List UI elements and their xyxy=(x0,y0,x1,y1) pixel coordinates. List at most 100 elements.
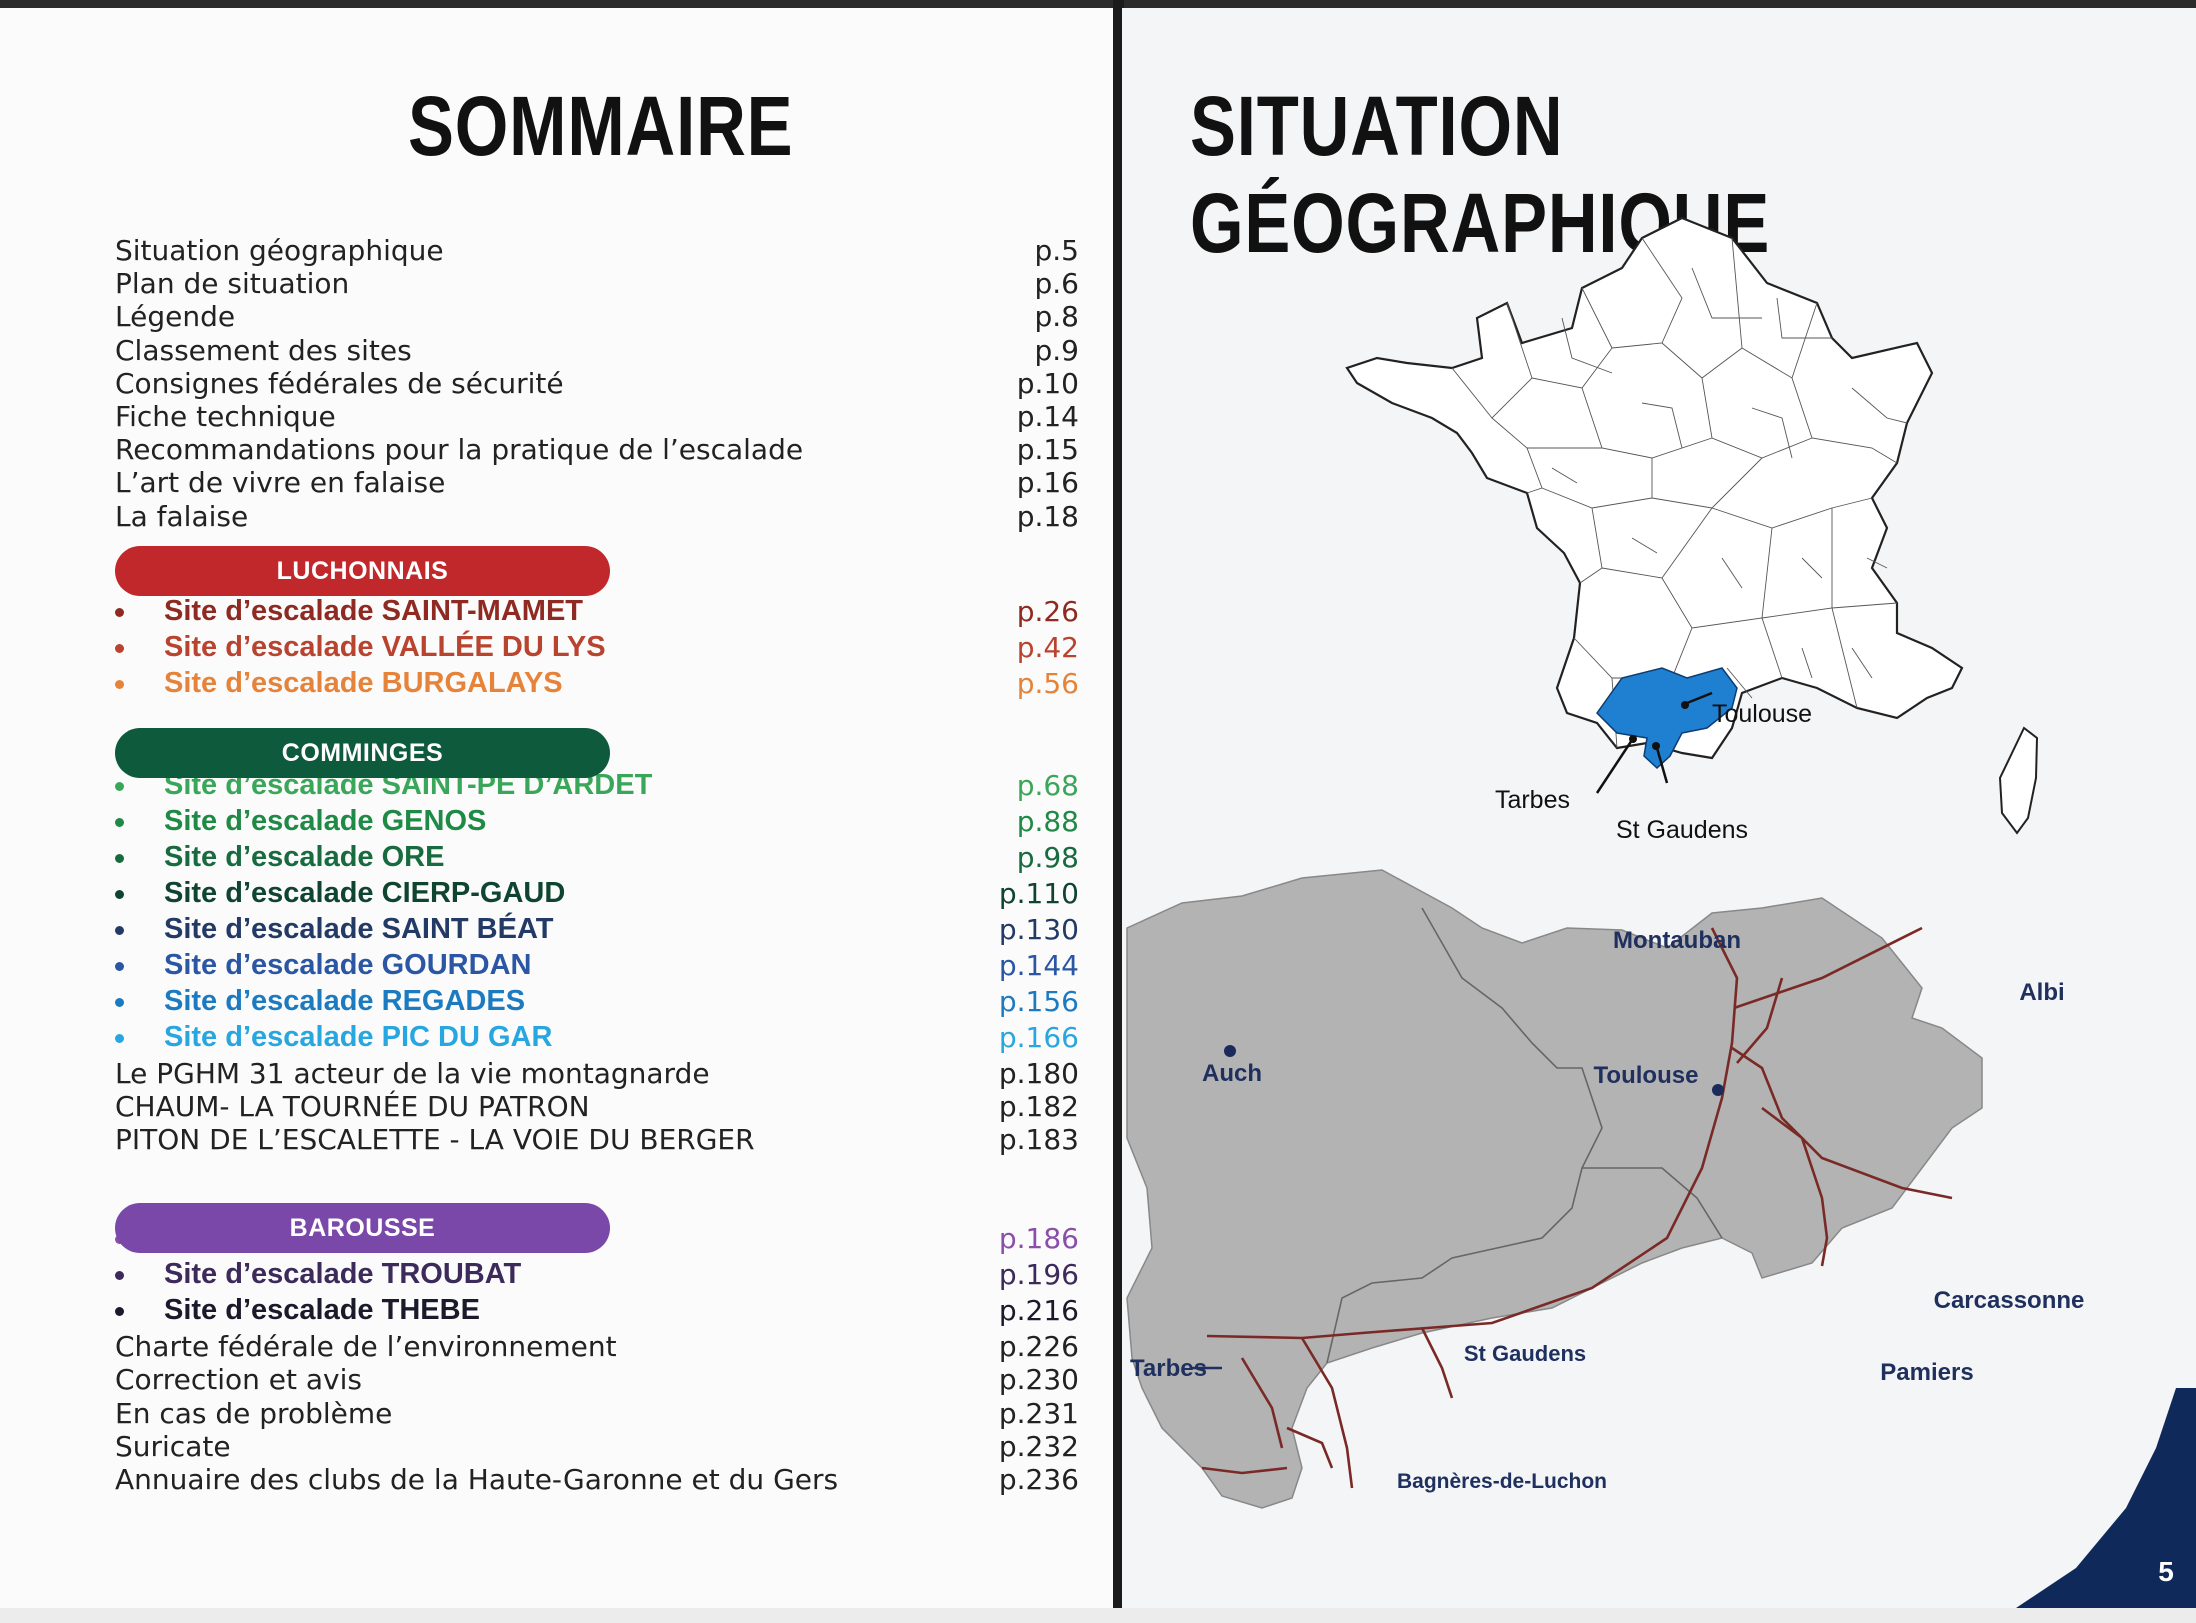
toc-site-page: p.42 xyxy=(1016,630,1079,664)
toc-entry: Situation géographique p.5 xyxy=(115,234,1079,267)
toc-entry: La falaise p.18 xyxy=(115,500,1079,533)
bullet-icon xyxy=(115,925,124,935)
toc-entry: En cas de problème p.231 xyxy=(115,1397,1079,1430)
section-header-comminges: COMMINGES xyxy=(115,728,610,778)
toc-site-page: p.186 xyxy=(998,1222,1079,1256)
toc-site-page: p.196 xyxy=(998,1258,1079,1292)
toc-entry: Annuaire des clubs de la Haute-Garonne e… xyxy=(115,1463,1079,1496)
label-toulouse: Toulouse xyxy=(1712,700,1812,728)
label-montauban: Montauban xyxy=(1613,927,1741,954)
toc-site-page: p.216 xyxy=(998,1294,1079,1328)
toc-site-label: Site d’escalade PIC DU GAR xyxy=(164,1021,552,1054)
toc-entry-label: Correction et avis xyxy=(115,1363,362,1397)
toc-entry-page: p.15 xyxy=(1016,433,1079,467)
toc-site-label: Site d’escalade GENOS xyxy=(164,805,486,838)
site-prefix: Site d’escalade xyxy=(164,984,382,1017)
site-prefix: Site d’escalade xyxy=(164,666,382,699)
toc-entry-page: p.231 xyxy=(998,1396,1079,1430)
bullet-icon xyxy=(115,961,124,971)
label-st-gaudens: St Gaudens xyxy=(1616,816,1748,844)
toc-site-label: Site d’escalade CIERP-GAUD xyxy=(164,877,565,910)
site-name: GENOS xyxy=(381,804,487,837)
site-prefix: Site d’escalade xyxy=(164,876,382,909)
site-prefix: Site d’escalade xyxy=(164,1258,382,1291)
toc-site-page: p.56 xyxy=(1016,666,1079,700)
bullet-icon xyxy=(115,1307,124,1317)
roads xyxy=(1201,926,1953,1489)
toc-site-entry: Site d’escalade GOURDAN p.144 xyxy=(115,949,1079,985)
toc-entry-label: Fiche technique xyxy=(115,399,336,433)
toc-site-entry: Site d’escalade CIERP-GAUD p.110 xyxy=(115,877,1079,913)
toc-site-label: Site d’escalade THEBE xyxy=(164,1294,480,1327)
site-name: THEBE xyxy=(381,1294,480,1327)
region-shape xyxy=(1126,869,1983,1509)
toc-entry-label: Suricate xyxy=(115,1429,231,1463)
label-carcassonne: Carcassonne xyxy=(1934,1287,2085,1314)
toc-entry-page: p.182 xyxy=(998,1089,1079,1123)
book-spine xyxy=(1113,0,1124,1623)
toc-site-entry: Site d’escalade PIC DU GAR p.166 xyxy=(115,1021,1079,1057)
toc-entry-label: Le PGHM 31 acteur de la vie montagnarde xyxy=(115,1056,710,1090)
toc-site-page: p.130 xyxy=(998,912,1079,946)
toc-entry-page: p.9 xyxy=(1034,333,1080,367)
toc-site-page: p.144 xyxy=(998,948,1079,982)
toc-site-page: p.26 xyxy=(1016,594,1079,628)
toc-entry: Charte fédérale de l’environnement p.226 xyxy=(115,1330,1079,1363)
toc-site-entry: Site d’escalade SAINT-MAMET p.26 xyxy=(115,595,1079,631)
toc-entry-label: La falaise xyxy=(115,499,249,533)
toc-site-label: Site d’escalade BURGALAYS xyxy=(164,667,563,700)
bullet-icon xyxy=(115,1033,124,1043)
toc-entry-label: Situation géographique xyxy=(115,234,444,267)
internal-borders xyxy=(1326,907,1723,1364)
toc-entry: Consignes fédérales de sécurité p.10 xyxy=(115,367,1079,400)
toc-site-label: Site d’escalade REGADES xyxy=(164,985,525,1018)
toc-entry-page: p.236 xyxy=(998,1463,1079,1496)
toc-entry: Correction et avis p.230 xyxy=(115,1363,1079,1396)
bullet-icon xyxy=(115,997,124,1007)
site-name: CIERP-GAUD xyxy=(381,876,566,909)
left-page: SOMMAIRE Situation géographique p.5 Plan d… xyxy=(0,8,1115,1608)
toc-entry-label: Classement des sites xyxy=(115,333,412,367)
toc-site-page: p.98 xyxy=(1016,840,1079,874)
bullet-icon xyxy=(115,889,124,899)
right-page: SITUATION GÉOGRAPHIQUE xyxy=(1122,8,2196,1608)
bullet-icon xyxy=(115,607,124,617)
site-name: GOURDAN xyxy=(381,948,532,981)
site-prefix: Site d’escalade xyxy=(164,594,382,627)
toc-site-page: p.166 xyxy=(998,1020,1079,1054)
toc-site-label: Site d’escalade TROUBAT xyxy=(164,1258,521,1291)
site-prefix: Site d’escalade xyxy=(164,948,382,981)
toc-entry: Recommandations pour la pratique de l’es… xyxy=(115,433,1079,466)
toc-entry-label: Annuaire des clubs de la Haute-Garonne e… xyxy=(115,1463,839,1496)
site-name: SAINT-MAMET xyxy=(381,594,583,627)
page-number: 5 xyxy=(2158,1556,2174,1587)
toc-entry-page: p.226 xyxy=(998,1330,1079,1364)
section-header-luchonnais: LUCHONNAIS xyxy=(115,546,610,596)
label-tarbes: Tarbes xyxy=(1495,786,1570,814)
toc-site-label: Site d’escalade SAINT-MAMET xyxy=(164,595,583,628)
toc-site-page: p.68 xyxy=(1016,768,1079,802)
page-corner: 5 xyxy=(2016,1388,2196,1608)
bullet-icon xyxy=(115,781,124,791)
site-name: PIC DU GAR xyxy=(381,1020,553,1053)
label-toulouse-region: Toulouse xyxy=(1594,1062,1699,1089)
toc-entry: CHAUM- LA TOURNÉE DU PATRON p.182 xyxy=(115,1090,1079,1123)
toc-entry-page: p.6 xyxy=(1034,267,1080,301)
toc-entry-page: p.10 xyxy=(1016,366,1079,400)
site-name: ORE xyxy=(381,840,445,873)
site-name: TROUBAT xyxy=(381,1258,522,1291)
toc-site-page: p.110 xyxy=(998,876,1079,910)
toc-entry: Classement des sites p.9 xyxy=(115,334,1079,367)
section-header-barousse: BAROUSSE xyxy=(115,1203,610,1253)
marker-toulouse xyxy=(1712,1084,1724,1096)
toc-entry-page: p.183 xyxy=(998,1123,1079,1157)
site-prefix: Site d’escalade xyxy=(164,1294,382,1327)
toc-entry-page: p.18 xyxy=(1016,499,1079,533)
toc-entry-page: p.232 xyxy=(998,1429,1079,1463)
toc-entry-page: p.16 xyxy=(1016,466,1079,500)
site-name: REGADES xyxy=(381,984,526,1017)
toc-entry-page: p.5 xyxy=(1034,234,1080,267)
toc-entry-page: p.14 xyxy=(1016,399,1079,433)
marker-auch xyxy=(1224,1045,1236,1057)
bullet-icon xyxy=(115,853,124,863)
